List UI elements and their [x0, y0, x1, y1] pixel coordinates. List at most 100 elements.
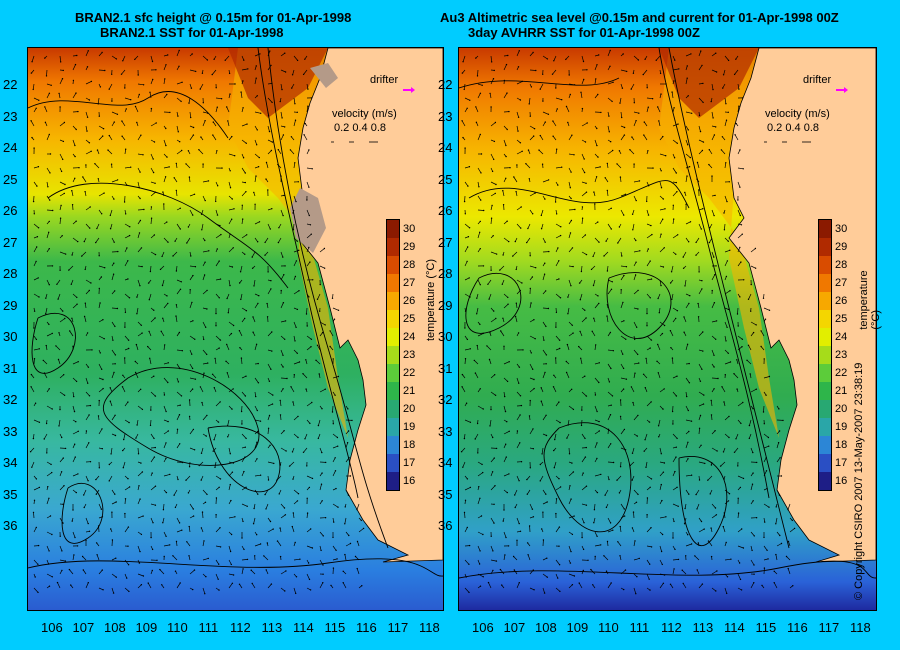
velocity-arrow: [111, 415, 116, 421]
velocity-arrowhead: [727, 500, 730, 502]
left-map-panel[interactable]: [27, 47, 444, 611]
velocity-arrowhead: [127, 526, 130, 528]
velocity-arrowhead: [192, 588, 194, 591]
velocity-arrowhead: [555, 357, 557, 359]
velocity-arrowhead: [190, 87, 193, 89]
velocity-arrow: [633, 180, 640, 183]
velocity-arrowhead: [787, 508, 789, 511]
velocity-arrowhead: [488, 298, 490, 300]
velocity-arrow: [303, 134, 308, 141]
velocity-arrow: [202, 180, 209, 183]
velocity-arrowhead: [585, 191, 588, 193]
velocity-arrowhead: [294, 162, 296, 164]
velocity-arrow: [213, 433, 217, 440]
velocity-arrow: [568, 332, 574, 337]
velocity-arrow: [711, 111, 714, 118]
velocity-arrow: [189, 83, 192, 89]
velocity-arrow: [567, 419, 570, 426]
velocity-arrow: [644, 387, 648, 393]
velocity-arrowhead: [482, 576, 484, 578]
velocity-arrowhead: [567, 424, 569, 426]
velocity-arrow: [137, 573, 144, 577]
velocity-arrowhead: [481, 84, 483, 86]
velocity-arrow: [607, 461, 614, 463]
velocity-arrow: [722, 83, 726, 89]
velocity-arrowhead: [493, 69, 495, 72]
velocity-arrow: [215, 401, 221, 407]
velocity-arrow: [72, 456, 76, 463]
velocity-arrow: [490, 218, 492, 225]
velocity-arrow: [657, 106, 661, 113]
velocity-arrowhead: [291, 525, 293, 528]
velocity-arrowhead: [635, 239, 637, 242]
velocity-arrowhead: [200, 479, 202, 481]
velocity-arrow: [709, 237, 713, 243]
velocity-arrowhead: [311, 401, 313, 404]
velocity-arrowhead: [89, 227, 91, 229]
velocity-arrow: [685, 153, 691, 158]
colorbar-tick-19: 19: [835, 421, 848, 433]
velocity-arrow: [529, 428, 534, 435]
velocity-arrowhead: [736, 359, 738, 361]
velocity-arrowhead: [516, 430, 519, 432]
velocity-arrowhead: [167, 241, 169, 243]
lon-tick-right-118: 118: [850, 620, 871, 635]
velocity-arrow: [202, 415, 208, 421]
velocity-arrowhead: [263, 555, 265, 557]
velocity-arrow: [176, 265, 178, 272]
velocity-arrowhead: [180, 281, 182, 283]
velocity-arrowhead: [529, 287, 531, 290]
velocity-arrowhead: [260, 112, 262, 115]
velocity-arrow: [163, 237, 169, 243]
velocity-arrow: [594, 544, 601, 547]
velocity-arrow: [329, 330, 334, 337]
velocity-arrow: [581, 419, 583, 426]
velocity-arrowhead: [476, 313, 478, 315]
velocity-arrowhead: [284, 52, 286, 54]
velocity-arrowhead: [201, 72, 204, 74]
velocity-arrow: [737, 545, 744, 549]
velocity-arrow: [672, 191, 678, 197]
velocity-arrowhead: [749, 373, 751, 375]
velocity-arrowhead: [57, 298, 59, 300]
velocity-arrow: [527, 489, 531, 495]
velocity-arrow: [215, 209, 218, 216]
velocity-arrowhead: [593, 522, 595, 524]
velocity-arrowhead: [688, 382, 691, 384]
velocity-arrowhead: [648, 421, 651, 423]
velocity-arrow: [98, 428, 103, 435]
velocity-arrowhead: [150, 409, 152, 411]
velocity-arrow: [724, 361, 731, 365]
velocity-arrow: [226, 106, 230, 113]
velocity-arrowhead: [603, 255, 605, 257]
velocity-arrowhead: [690, 420, 693, 422]
velocity-arrowhead: [317, 424, 320, 427]
velocity-arrowhead: [516, 539, 518, 541]
velocity-arrowhead: [573, 515, 575, 517]
velocity-arrowhead: [619, 102, 621, 104]
velocity-arrowhead: [97, 415, 100, 417]
velocity-arrowhead: [307, 562, 310, 564]
velocity-arrow: [578, 582, 583, 589]
velocity-arrowhead: [252, 316, 254, 318]
velocity-arrow: [529, 135, 534, 141]
lon-tick-left-118: 118: [419, 620, 440, 635]
velocity-arrow: [607, 443, 611, 449]
velocity-arrowhead: [461, 373, 464, 376]
right-map-panel[interactable]: [458, 47, 877, 611]
velocity-arrowhead: [95, 241, 97, 244]
velocity-arrowhead: [572, 408, 575, 411]
velocity-arrowhead: [540, 214, 542, 217]
velocity-arrowhead: [36, 236, 39, 238]
colorbar-swatch-16: [387, 472, 399, 491]
velocity-arrowhead: [726, 260, 729, 262]
velocity-arrowhead: [644, 439, 646, 441]
velocity-arrow: [319, 321, 326, 326]
velocity-arrow: [306, 528, 311, 533]
velocity-arrowhead: [619, 399, 622, 401]
velocity-arrow: [607, 391, 613, 397]
velocity-arrowhead: [676, 375, 678, 377]
velocity-arrowhead: [70, 283, 72, 285]
velocity-arrow: [750, 545, 753, 551]
velocity-arrowhead: [754, 267, 757, 269]
